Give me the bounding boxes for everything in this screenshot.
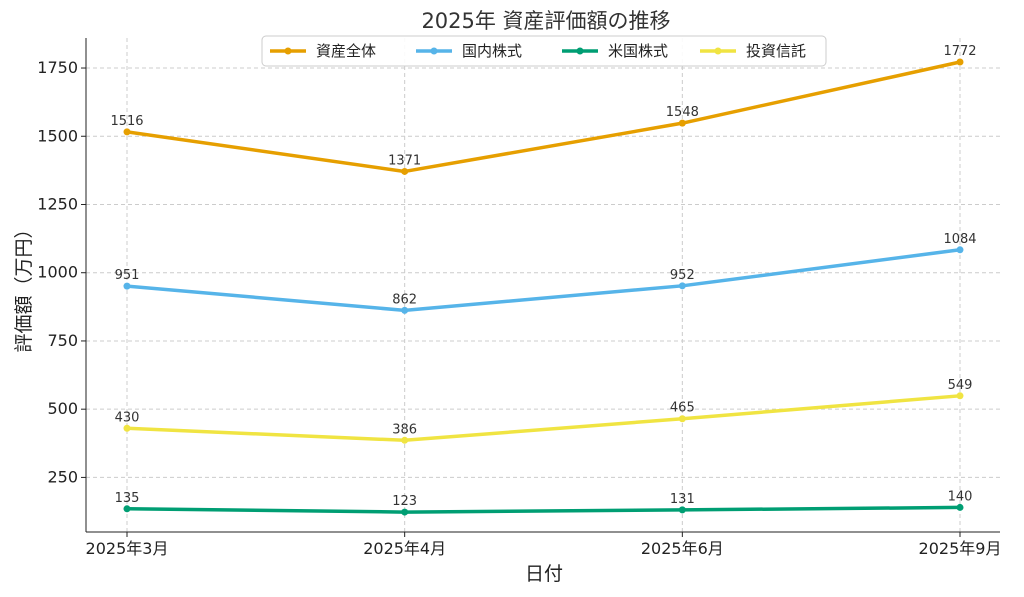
data-labels: 1516 1371 1548 1772 951 862 952 1084 135 123 131 14… xyxy=(110,44,976,509)
legend-label: 投資信託 xyxy=(746,42,806,60)
data-label: 131 xyxy=(670,492,695,507)
legend-marker xyxy=(714,47,722,55)
legend: 資産全体 国内株式 米国株式 投資信託 xyxy=(261,35,827,67)
data-label: 549 xyxy=(948,378,973,393)
data-point xyxy=(123,505,131,513)
data-point xyxy=(401,306,409,314)
data-point xyxy=(401,436,409,444)
series-line-2 xyxy=(125,248,962,313)
data-label: 1084 xyxy=(943,232,976,247)
legend-box xyxy=(261,35,827,67)
data-point xyxy=(956,58,964,66)
x-tick-label: 2025年4月 xyxy=(363,539,446,558)
data-label: 1371 xyxy=(388,153,421,168)
data-label: 430 xyxy=(115,410,140,425)
data-label: 1516 xyxy=(110,114,143,129)
data-point xyxy=(678,506,686,514)
y-axis-title: 評価額（万円） xyxy=(13,219,35,352)
y-tick-label: 1500 xyxy=(37,126,78,145)
chart-title: 2025年 資産評価額の推移 xyxy=(421,9,670,33)
data-label: 952 xyxy=(670,268,695,283)
y-tick-label: 500 xyxy=(47,399,78,418)
legend-label: 資産全体 xyxy=(316,42,376,60)
data-point xyxy=(956,392,964,400)
data-point xyxy=(401,508,409,516)
legend-marker xyxy=(284,47,292,55)
x-tick-label: 2025年3月 xyxy=(86,539,169,558)
data-label: 140 xyxy=(948,489,973,504)
data-label: 123 xyxy=(392,494,417,509)
data-point xyxy=(123,282,131,290)
data-point xyxy=(956,246,964,254)
data-label: 386 xyxy=(392,422,417,437)
data-point xyxy=(123,128,131,136)
data-label: 862 xyxy=(392,292,417,307)
y-tick-label: 1000 xyxy=(37,263,78,282)
x-tick-label: 2025年6月 xyxy=(641,539,724,558)
legend-label: 国内株式 xyxy=(462,42,522,60)
data-point xyxy=(678,415,686,423)
data-point xyxy=(123,424,131,432)
data-point xyxy=(401,167,409,175)
data-label: 951 xyxy=(115,268,140,283)
series-line-3 xyxy=(125,505,962,514)
series-line-1 xyxy=(125,60,962,174)
data-label: 1772 xyxy=(943,44,976,59)
legend-marker xyxy=(430,47,438,55)
data-point xyxy=(678,119,686,127)
data-point xyxy=(956,503,964,511)
legend-label: 米国株式 xyxy=(608,42,668,60)
x-axis-title: 日付 xyxy=(525,563,563,585)
axes xyxy=(81,38,1000,537)
grid xyxy=(86,38,1000,532)
legend-marker xyxy=(576,47,584,55)
y-tick-label: 1750 xyxy=(37,58,78,77)
y-tick-label: 250 xyxy=(47,467,78,486)
x-tick-label: 2025年9月 xyxy=(919,539,1002,558)
y-tick-label: 750 xyxy=(47,331,78,350)
y-tick-label: 1250 xyxy=(37,194,78,213)
data-label: 465 xyxy=(670,401,695,416)
series-group xyxy=(123,58,964,516)
data-label: 135 xyxy=(115,491,140,506)
tick-labels: 250 500 750 1000 1250 1500 1750 2025年3月 2025年4月 2… xyxy=(37,58,1001,558)
data-point xyxy=(678,282,686,290)
series-line-4 xyxy=(125,394,962,443)
data-label: 1548 xyxy=(666,105,699,120)
